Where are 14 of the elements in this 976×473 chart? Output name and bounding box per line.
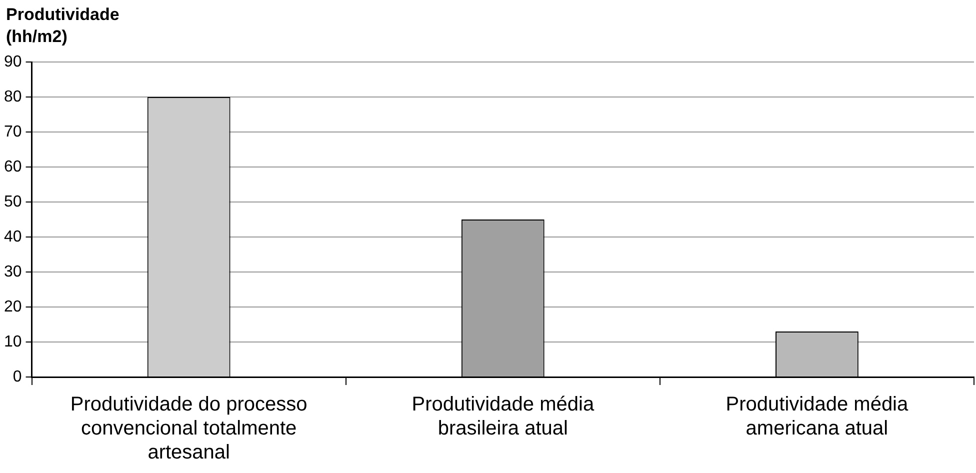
x-tick-label: Produtividade média brasileira atual — [412, 394, 595, 440]
y-tick-label: 40 — [4, 228, 22, 246]
y-tick-label: 70 — [4, 123, 22, 140]
y-tick-label: 60 — [4, 158, 22, 176]
y-tick-label: 80 — [4, 88, 22, 106]
y-tick-label: 10 — [4, 333, 22, 350]
x-tick-label: Produtividade média americana atual — [726, 394, 910, 440]
y-tick-label: 30 — [4, 263, 22, 280]
x-tick-label: Produtividade do processo convencional totalmente artesanal — [70, 394, 308, 464]
y-axis-title: Produtividade (hh/m2) — [6, 4, 120, 48]
y-tick-label: 0 — [12, 368, 22, 386]
y-tick-label: 50 — [4, 193, 22, 210]
y-tick-label: 20 — [4, 298, 22, 316]
y-tick-label: 90 — [4, 53, 22, 70]
